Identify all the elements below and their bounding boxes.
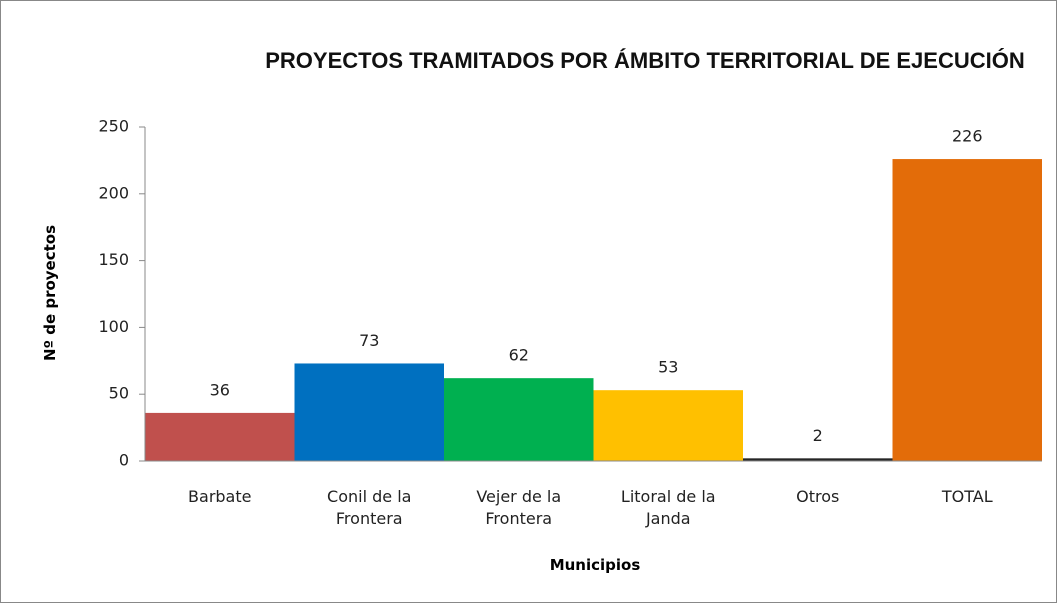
bar bbox=[294, 363, 444, 461]
x-tick-label: TOTAL bbox=[941, 487, 993, 506]
data-label: 226 bbox=[952, 127, 983, 146]
bar bbox=[593, 390, 743, 461]
y-tick-label: 200 bbox=[98, 183, 129, 202]
y-tick-label: 100 bbox=[98, 317, 129, 336]
y-tick-label: 150 bbox=[98, 250, 129, 269]
bar bbox=[892, 159, 1042, 461]
bar bbox=[444, 378, 594, 461]
data-label: 73 bbox=[359, 331, 379, 350]
data-label: 36 bbox=[210, 380, 230, 399]
y-axis-label: Nº de proyectos bbox=[41, 224, 59, 362]
y-tick-label: 250 bbox=[98, 117, 129, 136]
data-label: 62 bbox=[509, 346, 529, 365]
x-tick-label: Conil de la Frontera bbox=[327, 487, 412, 528]
data-label: 2 bbox=[813, 426, 823, 445]
x-tick-label: Vejer de la Frontera bbox=[476, 487, 562, 528]
x-tick-label: Barbate bbox=[188, 487, 252, 506]
bar bbox=[743, 458, 893, 461]
data-label: 53 bbox=[658, 358, 678, 377]
x-tick-label: Litoral de la Janda bbox=[620, 487, 716, 528]
y-tick-label: 0 bbox=[119, 451, 129, 470]
chart-title: PROYECTOS TRAMITADOS POR ÁMBITO TERRITOR… bbox=[265, 48, 1025, 73]
x-tick-label: Otros bbox=[796, 487, 840, 506]
bar bbox=[145, 412, 295, 461]
x-axis-label: Municipios bbox=[549, 556, 641, 574]
y-tick-label: 50 bbox=[109, 384, 129, 403]
